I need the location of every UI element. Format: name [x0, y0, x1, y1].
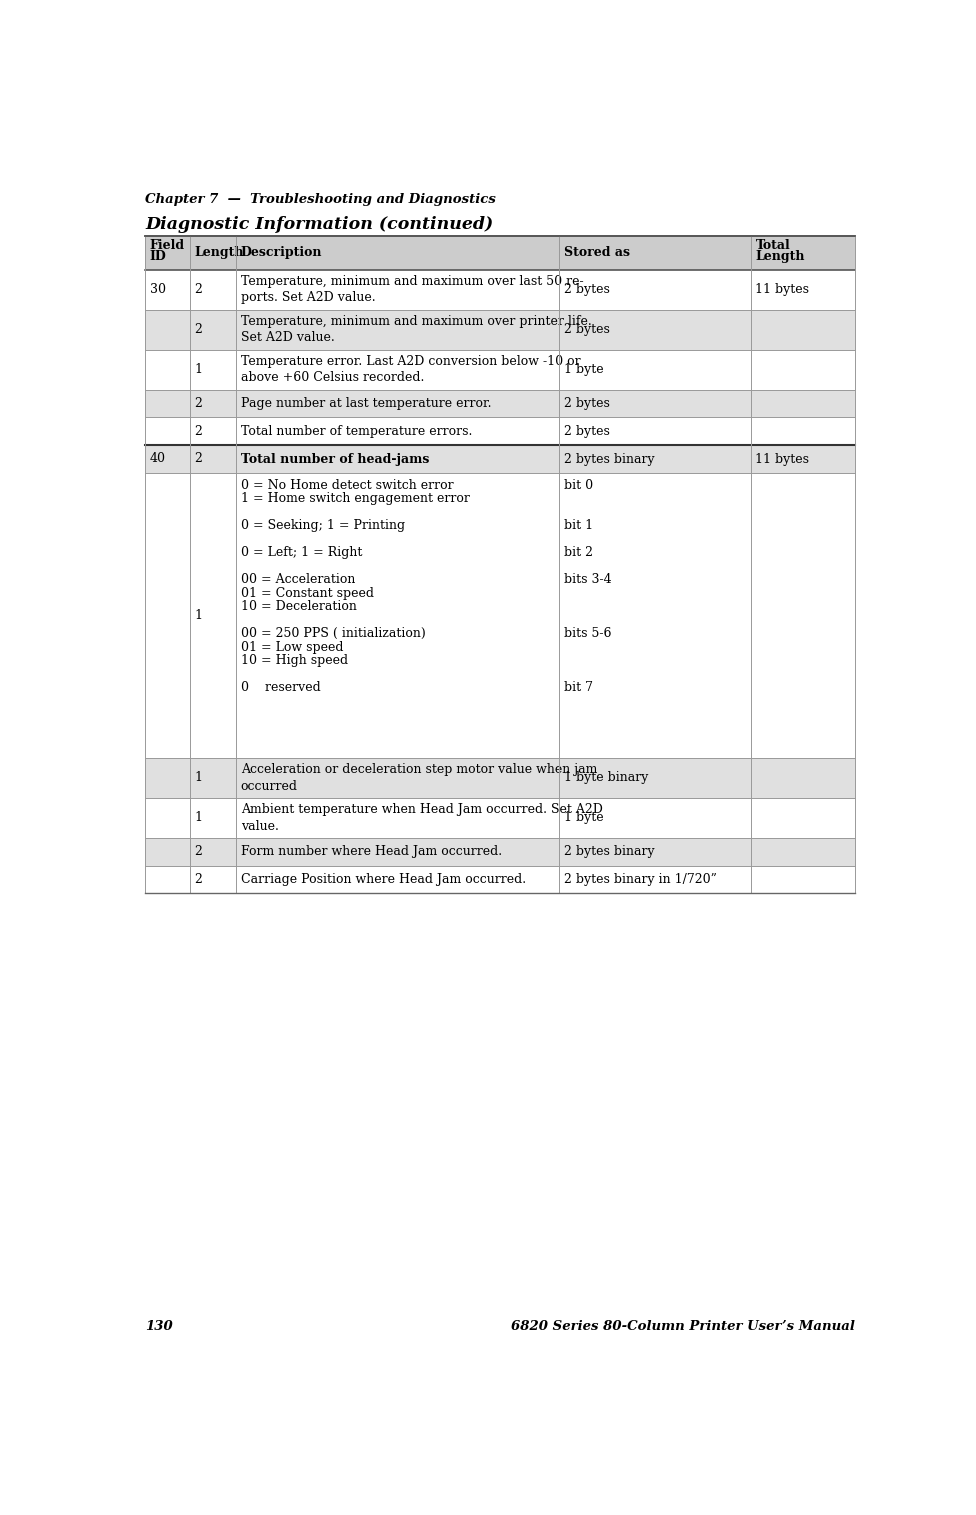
- Text: bit 2: bit 2: [564, 547, 592, 559]
- Text: Field: Field: [150, 239, 185, 251]
- Text: Temperature error. Last A2D conversion below -10 or
above +60 Celsius recorded.: Temperature error. Last A2D conversion b…: [241, 355, 581, 385]
- Text: 1: 1: [194, 771, 203, 785]
- Text: 2 bytes: 2 bytes: [564, 397, 610, 411]
- Text: ID: ID: [150, 250, 167, 262]
- Text: 2 bytes binary: 2 bytes binary: [564, 845, 654, 857]
- Text: bits 5-6: bits 5-6: [564, 627, 611, 641]
- Text: bits 3-4: bits 3-4: [564, 573, 611, 586]
- Text: Length: Length: [755, 250, 805, 262]
- Text: Total number of temperature errors.: Total number of temperature errors.: [241, 424, 472, 438]
- Text: 130: 130: [145, 1320, 173, 1333]
- Bar: [145, 418, 855, 445]
- Text: 1 byte: 1 byte: [564, 364, 603, 376]
- Text: Description: Description: [241, 245, 322, 259]
- Text: 0 = No Home detect switch error: 0 = No Home detect switch error: [241, 479, 454, 492]
- Text: 6820 Series 80-Column Printer User’s Manual: 6820 Series 80-Column Printer User’s Man…: [511, 1320, 855, 1333]
- Text: Form number where Head Jam occurred.: Form number where Head Jam occurred.: [241, 845, 502, 857]
- Text: 2: 2: [194, 424, 202, 438]
- Text: 2 bytes: 2 bytes: [564, 283, 610, 295]
- Text: 2 bytes: 2 bytes: [564, 424, 610, 438]
- Text: 00 = 250 PPS ( initialization): 00 = 250 PPS ( initialization): [241, 627, 426, 641]
- Text: Ambient temperature when Head Jam occurred. Set A2D
value.: Ambient temperature when Head Jam occurr…: [241, 803, 602, 833]
- Text: Diagnostic Information (continued): Diagnostic Information (continued): [145, 217, 494, 233]
- Text: 2: 2: [194, 845, 202, 857]
- Text: 2: 2: [194, 873, 202, 886]
- Bar: [145, 798, 855, 838]
- Text: bit 1: bit 1: [564, 520, 592, 532]
- Text: Acceleration or deceleration step motor value when jam
occurred: Acceleration or deceleration step motor …: [241, 764, 597, 792]
- Text: Carriage Position where Head Jam occurred.: Carriage Position where Head Jam occurre…: [241, 873, 526, 886]
- Text: bit 0: bit 0: [564, 479, 592, 492]
- Text: Page number at last temperature error.: Page number at last temperature error.: [241, 397, 491, 411]
- Text: 40: 40: [150, 453, 166, 465]
- Text: Length: Length: [194, 245, 244, 259]
- Bar: [145, 350, 855, 389]
- Text: 2 bytes: 2 bytes: [564, 323, 610, 336]
- Text: Total number of head-jams: Total number of head-jams: [241, 453, 429, 465]
- Text: 11 bytes: 11 bytes: [755, 453, 809, 465]
- Bar: [145, 309, 855, 350]
- Text: 0 = Seeking; 1 = Printing: 0 = Seeking; 1 = Printing: [241, 520, 405, 532]
- Text: Chapter 7  —  Troubleshooting and Diagnostics: Chapter 7 — Troubleshooting and Diagnost…: [145, 194, 496, 206]
- Bar: [145, 445, 855, 473]
- Bar: [145, 270, 855, 309]
- Text: 11 bytes: 11 bytes: [755, 283, 809, 295]
- Text: Stored as: Stored as: [564, 245, 630, 259]
- Text: 1: 1: [194, 364, 203, 376]
- Text: 1 byte: 1 byte: [564, 812, 603, 824]
- Text: bit 7: bit 7: [564, 682, 592, 694]
- Text: 0    reserved: 0 reserved: [241, 682, 320, 694]
- Text: 01 = Constant speed: 01 = Constant speed: [241, 586, 374, 600]
- Bar: [145, 865, 855, 894]
- Text: 1 = Home switch engagement error: 1 = Home switch engagement error: [241, 492, 469, 506]
- Bar: [145, 236, 855, 270]
- Text: Temperature, minimum and maximum over printer life.
Set A2D value.: Temperature, minimum and maximum over pr…: [241, 315, 591, 344]
- Text: 2: 2: [194, 453, 202, 465]
- Bar: [145, 473, 855, 758]
- Text: 2 bytes binary: 2 bytes binary: [564, 453, 654, 465]
- Text: 00 = Acceleration: 00 = Acceleration: [241, 573, 355, 586]
- Text: 1 byte binary: 1 byte binary: [564, 771, 648, 785]
- Text: 1: 1: [194, 609, 203, 621]
- Text: Temperature, minimum and maximum over last 50 re-
ports. Set A2D value.: Temperature, minimum and maximum over la…: [241, 274, 584, 305]
- Text: 30: 30: [150, 283, 166, 295]
- Text: 01 = Low speed: 01 = Low speed: [241, 641, 344, 653]
- Text: 2: 2: [194, 323, 202, 336]
- Bar: [145, 389, 855, 418]
- Text: 10 = High speed: 10 = High speed: [241, 654, 347, 667]
- Text: 2 bytes binary in 1/720”: 2 bytes binary in 1/720”: [564, 873, 716, 886]
- Text: Total: Total: [755, 239, 791, 251]
- Text: 2: 2: [194, 283, 202, 295]
- Text: 0 = Left; 1 = Right: 0 = Left; 1 = Right: [241, 547, 362, 559]
- Text: 1: 1: [194, 812, 203, 824]
- Text: 10 = Deceleration: 10 = Deceleration: [241, 600, 356, 614]
- Text: 2: 2: [194, 397, 202, 411]
- Bar: [145, 758, 855, 798]
- Bar: [145, 838, 855, 865]
